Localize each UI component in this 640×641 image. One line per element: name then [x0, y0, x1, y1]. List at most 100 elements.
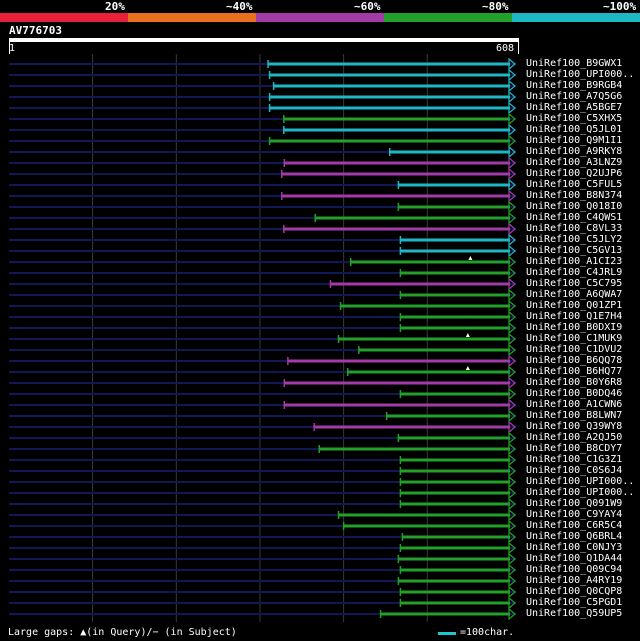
- hit-label[interactable]: UniRef100_B6QQ78: [526, 355, 623, 366]
- alignment-svg: [9, 54, 516, 622]
- hit-label[interactable]: UniRef100_B8LWN7: [526, 410, 623, 421]
- hit-label[interactable]: UniRef100_C1DVU2: [526, 344, 623, 355]
- ruler-start-label: 1: [9, 43, 16, 54]
- hit-label[interactable]: UniRef100_Q091W9: [526, 498, 623, 509]
- alignment-arrow-icon: [508, 453, 516, 467]
- scale-bar-label: =100char.: [460, 627, 515, 638]
- alignment-arrow-icon: [508, 79, 516, 93]
- alignment-arrow-icon: [508, 90, 516, 104]
- alignment-arrow-icon: [508, 178, 516, 192]
- alignment-arrow-icon: [508, 299, 516, 313]
- gap-legend-text: Large gaps: ▲(in Query)/− (in Subject): [8, 627, 237, 638]
- hit-label[interactable]: UniRef100_Q2UJP6: [526, 168, 623, 179]
- alignment-arrow-icon: [508, 420, 516, 434]
- legend-swatch: [128, 13, 256, 22]
- hit-label[interactable]: UniRef100_B9RGB4: [526, 80, 623, 91]
- hit-label[interactable]: UniRef100_UPI000..: [526, 476, 635, 487]
- hit-label[interactable]: UniRef100_C5FUL5: [526, 179, 623, 190]
- alignment-arrow-icon: [508, 530, 516, 544]
- hit-label[interactable]: UniRef100_C5XHX5: [526, 113, 623, 124]
- hit-label[interactable]: UniRef100_A3LNZ9: [526, 157, 623, 168]
- hit-label[interactable]: UniRef100_C1MUK9: [526, 333, 623, 344]
- hit-label[interactable]: UniRef100_C4JRL9: [526, 267, 623, 278]
- alignment-plot: UniRef100_B9GWX1 UniRef100_UPI000.. UniRef…: [0, 54, 640, 622]
- alignment-arrow-icon: [508, 354, 516, 368]
- hit-label[interactable]: UniRef100_B0DXI9: [526, 322, 623, 333]
- hit-label[interactable]: UniRef100_B8N374: [526, 190, 623, 201]
- hit-label[interactable]: UniRef100_Q1DA44: [526, 553, 623, 564]
- legend-label: ~100%: [603, 0, 637, 13]
- legend-label: ~60%: [354, 0, 381, 13]
- hit-label[interactable]: UniRef100_C0S6J4: [526, 465, 623, 476]
- hit-label[interactable]: UniRef100_A7Q5G6: [526, 91, 623, 102]
- hit-label[interactable]: UniRef100_A9RKY8: [526, 146, 623, 157]
- legend-swatch: [256, 13, 384, 22]
- hit-label[interactable]: UniRef100_B0Y6R8: [526, 377, 623, 388]
- hit-label[interactable]: UniRef100_Q018I0: [526, 201, 623, 212]
- hit-label[interactable]: UniRef100_A6QWA7: [526, 289, 623, 300]
- alignment-arrow-icon: [508, 563, 516, 577]
- hit-label[interactable]: UniRef100_A5BGE7: [526, 102, 623, 113]
- legend-swatch: [384, 13, 512, 22]
- legend-label: ~80%: [482, 0, 509, 13]
- alignment-arrow-icon: [508, 222, 516, 236]
- alignment-arrow-icon: [508, 398, 516, 412]
- hit-label[interactable]: UniRef100_Q1E7H4: [526, 311, 623, 322]
- hit-label[interactable]: UniRef100_A2QJ50: [526, 432, 623, 443]
- alignment-arrow-icon: [508, 486, 516, 500]
- hit-label[interactable]: UniRef100_Q9M1I1: [526, 135, 623, 146]
- hit-label[interactable]: UniRef100_C4QWS1: [526, 212, 623, 223]
- ruler-start-tick: [9, 42, 10, 54]
- alignment-arrow-icon: [508, 497, 516, 511]
- legend-label: ~40%: [226, 0, 253, 13]
- hit-label[interactable]: UniRef100_B0DQ46: [526, 388, 623, 399]
- alignment-arrow-icon: [508, 508, 516, 522]
- alignment-arrow-icon: [508, 189, 516, 203]
- hit-label[interactable]: UniRef100_C5C795: [526, 278, 623, 289]
- hit-label[interactable]: UniRef100_A1CI23: [526, 256, 623, 267]
- alignment-arrow-icon: [508, 233, 516, 247]
- hit-label[interactable]: UniRef100_Q6BRL4: [526, 531, 623, 542]
- alignment-arrow-icon: [508, 464, 516, 478]
- alignment-arrow-icon: [508, 321, 516, 335]
- hit-label[interactable]: UniRef100_B9GWX1: [526, 58, 623, 69]
- hit-label[interactable]: UniRef100_C9YAY4: [526, 509, 623, 520]
- hit-label[interactable]: UniRef100_Q39WY8: [526, 421, 623, 432]
- alignment-arrow-icon: [508, 200, 516, 214]
- legend-swatch: [0, 13, 128, 22]
- alignment-arrow-icon: [508, 145, 516, 159]
- legend-swatch: [512, 13, 640, 22]
- hit-label[interactable]: UniRef100_C6R5C4: [526, 520, 623, 531]
- alignment-arrow-icon: [508, 409, 516, 423]
- alignment-arrow-icon: [508, 255, 516, 269]
- alignment-arrow-icon: [508, 288, 516, 302]
- hit-label[interactable]: UniRef100_B8CDY7: [526, 443, 623, 454]
- alignment-arrow-icon: [508, 244, 516, 258]
- alignment-arrow-icon: [508, 376, 516, 390]
- alignment-arrow-icon: [508, 123, 516, 137]
- hit-label[interactable]: UniRef100_Q0CQP8: [526, 586, 623, 597]
- hit-label[interactable]: UniRef100_A1CWN6: [526, 399, 623, 410]
- hit-label[interactable]: UniRef100_C5GV13: [526, 245, 623, 256]
- hit-label[interactable]: UniRef100_UPI000..: [526, 487, 635, 498]
- alignment-arrow-icon: [508, 343, 516, 357]
- hit-label[interactable]: UniRef100_Q01ZP1: [526, 300, 623, 311]
- alignment-arrow-icon: [508, 156, 516, 170]
- hit-label[interactable]: UniRef100_Q09C94: [526, 564, 623, 575]
- alignment-arrow-icon: [508, 596, 516, 610]
- hit-label[interactable]: UniRef100_C5JLY2: [526, 234, 623, 245]
- hit-label[interactable]: UniRef100_C0NJY3: [526, 542, 623, 553]
- hit-label[interactable]: UniRef100_A4RY19: [526, 575, 623, 586]
- ruler-end-tick: [518, 42, 519, 54]
- hit-label[interactable]: UniRef100_Q59UP5: [526, 608, 623, 619]
- hit-label[interactable]: UniRef100_Q5JL01: [526, 124, 623, 135]
- legend-label: 20%: [105, 0, 125, 13]
- hit-label[interactable]: UniRef100_UPI000..: [526, 69, 635, 80]
- hit-label[interactable]: UniRef100_C1G3Z1: [526, 454, 623, 465]
- hit-label[interactable]: UniRef100_C8VL33: [526, 223, 623, 234]
- hit-label[interactable]: UniRef100_C5PGD1: [526, 597, 623, 608]
- alignment-arrow-icon: [508, 68, 516, 82]
- alignment-arrow-icon: [508, 431, 516, 445]
- alignment-arrow-icon: [508, 519, 516, 533]
- hit-label[interactable]: UniRef100_B6HQ77: [526, 366, 623, 377]
